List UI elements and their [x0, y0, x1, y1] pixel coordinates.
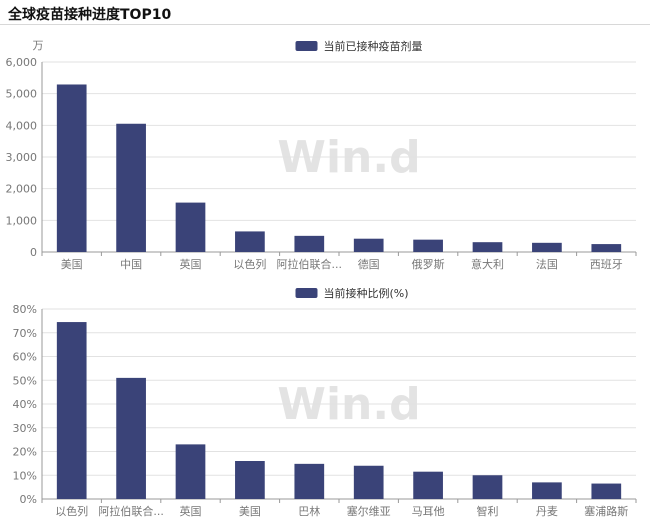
legend-swatch [295, 288, 318, 298]
bar[interactable] [56, 322, 87, 499]
y-tick-label: 2,000 [6, 183, 38, 196]
y-tick-label: 1,000 [6, 214, 38, 227]
x-category-label: 中国 [120, 258, 142, 271]
bar[interactable] [235, 231, 265, 252]
bar[interactable] [413, 471, 443, 499]
x-category-label: 美国 [239, 505, 261, 518]
bar[interactable] [235, 461, 265, 499]
bar[interactable] [532, 242, 562, 252]
legend-label: 当前已接种疫苗剂量 [324, 39, 423, 53]
x-category-label: 塞尔维亚 [347, 504, 391, 518]
bar[interactable] [56, 84, 87, 252]
bar[interactable] [116, 377, 146, 499]
x-category-label: 丹麦 [536, 505, 558, 518]
bar[interactable] [472, 475, 503, 499]
y-tick-label: 70% [13, 327, 37, 340]
bar[interactable] [353, 465, 384, 499]
y-tick-label: 80% [13, 303, 37, 316]
bar[interactable] [413, 239, 443, 252]
chart-vaccine-doses: Win.d 0 1,000 2,000 3,000 4,000 5,000 6,000 万 当前已… [6, 39, 637, 271]
x-category-label: 以色列 [55, 504, 88, 518]
y-tick-label: 6,000 [6, 56, 38, 69]
bar[interactable] [532, 482, 562, 499]
bar[interactable] [294, 235, 325, 252]
watermark: Win.d [277, 379, 420, 430]
x-category-label: 智利 [477, 504, 499, 518]
legend-swatch [295, 41, 318, 51]
bar[interactable] [591, 244, 622, 252]
x-category-label: 英国 [180, 257, 202, 271]
x-category-label: 巴林 [298, 504, 320, 518]
x-category-label: 意大利 [471, 257, 504, 271]
y-tick-label: 10% [13, 469, 37, 482]
y-tick-label: 60% [13, 351, 37, 364]
x-category-label: 阿拉伯联合... [277, 257, 343, 271]
bar[interactable] [294, 463, 325, 499]
y-tick-label: 50% [13, 374, 37, 387]
y-tick-label: 0 [30, 246, 37, 259]
x-category-label: 塞浦路斯 [584, 504, 628, 518]
y-tick-label: 3,000 [6, 151, 38, 164]
title-divider [0, 24, 650, 25]
bar[interactable] [175, 202, 206, 252]
y-tick-label: 30% [13, 422, 37, 435]
y-tick-label: 0% [20, 493, 37, 506]
x-category-label: 美国 [61, 258, 83, 271]
bar[interactable] [591, 483, 622, 499]
y-tick-label: 4,000 [6, 119, 38, 132]
x-category-label: 西班牙 [590, 258, 623, 271]
x-category-label: 英国 [180, 504, 202, 518]
x-category-label: 俄罗斯 [412, 258, 445, 271]
legend-label: 当前接种比例(%) [324, 288, 409, 300]
y-tick-label: 5,000 [6, 88, 38, 101]
y-tick-label: 40% [13, 398, 37, 411]
bar[interactable] [353, 238, 384, 252]
x-category-label: 马耳他 [412, 505, 445, 518]
y-unit-label: 万 [33, 39, 44, 52]
watermark: Win.d [277, 132, 420, 183]
x-category-label: 法国 [536, 257, 558, 271]
x-category-label: 阿拉伯联合... [98, 504, 164, 518]
bar[interactable] [175, 444, 206, 499]
page-title: 全球疫苗接种进度TOP10 [8, 7, 172, 23]
x-category-label: 德国 [358, 257, 380, 271]
bar[interactable] [116, 123, 146, 252]
x-category-label: 以色列 [233, 257, 266, 271]
bar[interactable] [472, 242, 503, 252]
y-tick-label: 20% [13, 446, 37, 459]
chart-vaccination-ratio: Win.d 0% 10% 20% 30% 40% 50% 60% 70% 80% 当前接种比例(%)… [13, 288, 637, 518]
